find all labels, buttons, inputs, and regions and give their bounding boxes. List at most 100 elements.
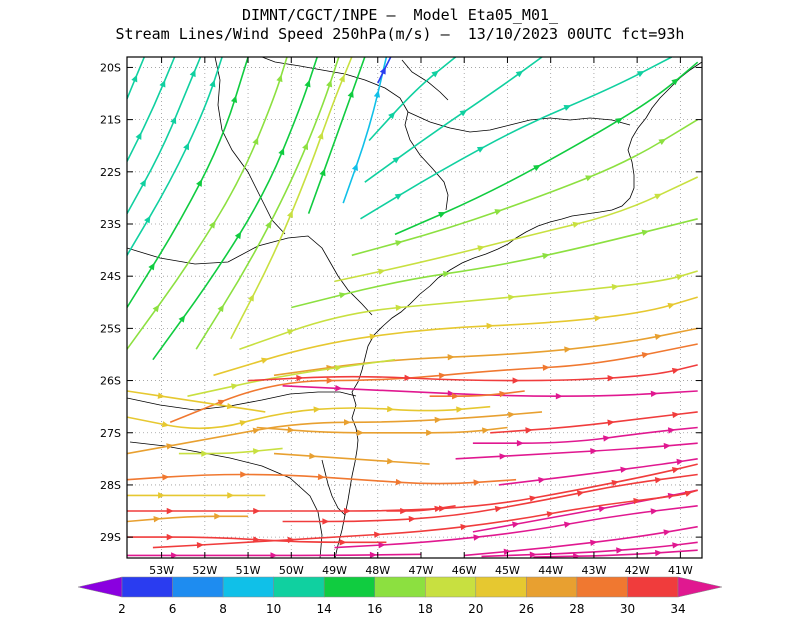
- streamline-arrow: [214, 513, 222, 520]
- colorbar-label: 6: [169, 602, 177, 616]
- streamline-arrow: [144, 215, 151, 224]
- streamline-arrow: [230, 95, 238, 104]
- streamline-arrow: [494, 505, 503, 513]
- colorbar-label: 20: [468, 602, 483, 616]
- state-border-lagoon: [321, 459, 346, 516]
- streamline-arrow: [459, 109, 468, 117]
- streamline-arrow: [620, 466, 628, 473]
- streamline: [127, 536, 387, 544]
- streamline-arrow: [319, 168, 326, 177]
- streamline-arrow: [447, 390, 455, 397]
- colorbar-label: 26: [519, 602, 534, 616]
- streamline: [127, 57, 223, 256]
- streamline-arrow: [170, 116, 177, 125]
- streamline-arrow: [434, 416, 442, 424]
- streamline: [282, 385, 698, 398]
- streamline-arrow: [456, 406, 464, 413]
- streamline-arrow: [161, 421, 170, 428]
- streamline-arrow: [452, 393, 460, 400]
- streamline-arrow: [598, 505, 607, 513]
- x-tick-label: 47W: [409, 564, 434, 577]
- x-tick-label: 42W: [625, 564, 650, 577]
- streamline-arrow: [209, 79, 216, 88]
- streamline-arrow: [650, 390, 658, 398]
- streamline-arrow: [270, 552, 278, 558]
- streamline-arrow: [278, 147, 285, 156]
- y-tick-label: 20S: [100, 61, 121, 74]
- streamline-arrow: [334, 364, 343, 372]
- x-tick-label: 45W: [495, 564, 520, 577]
- streamline-arrow: [671, 466, 680, 474]
- streamline-arrow: [326, 377, 334, 384]
- streamline: [490, 411, 698, 434]
- streamline-arrow: [335, 385, 343, 392]
- streamline-arrow: [515, 70, 524, 78]
- streamline-arrow: [641, 229, 650, 236]
- streamline-arrow: [178, 315, 186, 323]
- streamline: [127, 515, 249, 523]
- streamline: [481, 541, 698, 558]
- streamline-arrow: [611, 283, 620, 291]
- streamline: [127, 57, 249, 308]
- colorbar: 2 6 8 10 14 16 18 20 26 28 30 34: [77, 576, 723, 616]
- colorbar-label: 14: [317, 602, 332, 616]
- streamline-arrow: [438, 212, 446, 218]
- streamline-arrow: [201, 450, 209, 457]
- plot-frame: [126, 56, 703, 559]
- y-axis-ticks: 20S 21S 22S 23S 24S 25S 26S 27S 28S 29S: [100, 61, 702, 544]
- streamline-arrow: [654, 193, 662, 200]
- colorbar-bin: [677, 576, 723, 598]
- colorbar-bin: [475, 576, 527, 598]
- streamline-arrow: [641, 352, 650, 359]
- state-border: [129, 441, 323, 558]
- coastline: [334, 61, 702, 558]
- streamline-arrow: [153, 515, 161, 523]
- colorbar-bin: [222, 576, 274, 598]
- streamline: [498, 458, 698, 486]
- streamline: [239, 270, 698, 350]
- streamline-arrow: [302, 142, 309, 151]
- state-border: [214, 57, 286, 235]
- streamline-arrow: [392, 156, 401, 164]
- y-tick-label: 28S: [100, 479, 121, 492]
- streamline: [360, 57, 673, 220]
- streamline-arrow: [546, 511, 555, 518]
- streamline-arrow: [339, 539, 347, 546]
- colorbar-bin: [576, 576, 628, 598]
- streamline-arrow: [183, 142, 190, 151]
- streamline-arrow: [590, 448, 598, 455]
- streamline: [394, 61, 699, 236]
- y-tick-label: 23S: [100, 218, 121, 231]
- x-tick-label: 51W: [236, 564, 261, 577]
- streamline-arrow: [234, 231, 242, 240]
- streamline-arrow: [563, 521, 572, 528]
- y-tick-label: 27S: [100, 427, 121, 440]
- streamline: [152, 489, 698, 549]
- streamline-arrow: [499, 390, 507, 398]
- streamline-arrow: [166, 443, 174, 450]
- x-axis-ticks: 53W 52W 51W 50W 49W 48W 47W 46W 45W 44W 43W 42W 41W: [149, 57, 693, 577]
- colorbar-bin: [526, 576, 578, 598]
- streamline-arrow: [607, 374, 615, 382]
- chart-title-block: DIMNT/CGCT/INPE – Model Eta05_M01_ Strea…: [0, 6, 800, 44]
- streamline-arrow: [196, 179, 203, 187]
- streamline-arrow: [139, 179, 146, 187]
- streamline-arrow: [602, 435, 611, 442]
- streamline-arrow: [431, 70, 439, 78]
- coastline-map: [127, 57, 702, 558]
- streamline-arrow: [671, 367, 680, 375]
- x-tick-label: 49W: [322, 564, 347, 577]
- streamline-arrow: [400, 507, 408, 515]
- streamline-arrow: [663, 442, 671, 450]
- streamline-arrow: [265, 220, 272, 229]
- streamline: [455, 442, 698, 460]
- streamline-arrow: [476, 146, 485, 153]
- streamline-arrow: [447, 354, 455, 361]
- streamline-arrow: [473, 479, 481, 486]
- streamline-arrow: [240, 471, 248, 478]
- streamline-arrow: [338, 292, 347, 299]
- streamline-arrow: [304, 79, 311, 88]
- y-tick-label: 21S: [100, 114, 121, 127]
- streamline-arrow: [442, 270, 451, 278]
- colorbar-bin: [627, 576, 679, 598]
